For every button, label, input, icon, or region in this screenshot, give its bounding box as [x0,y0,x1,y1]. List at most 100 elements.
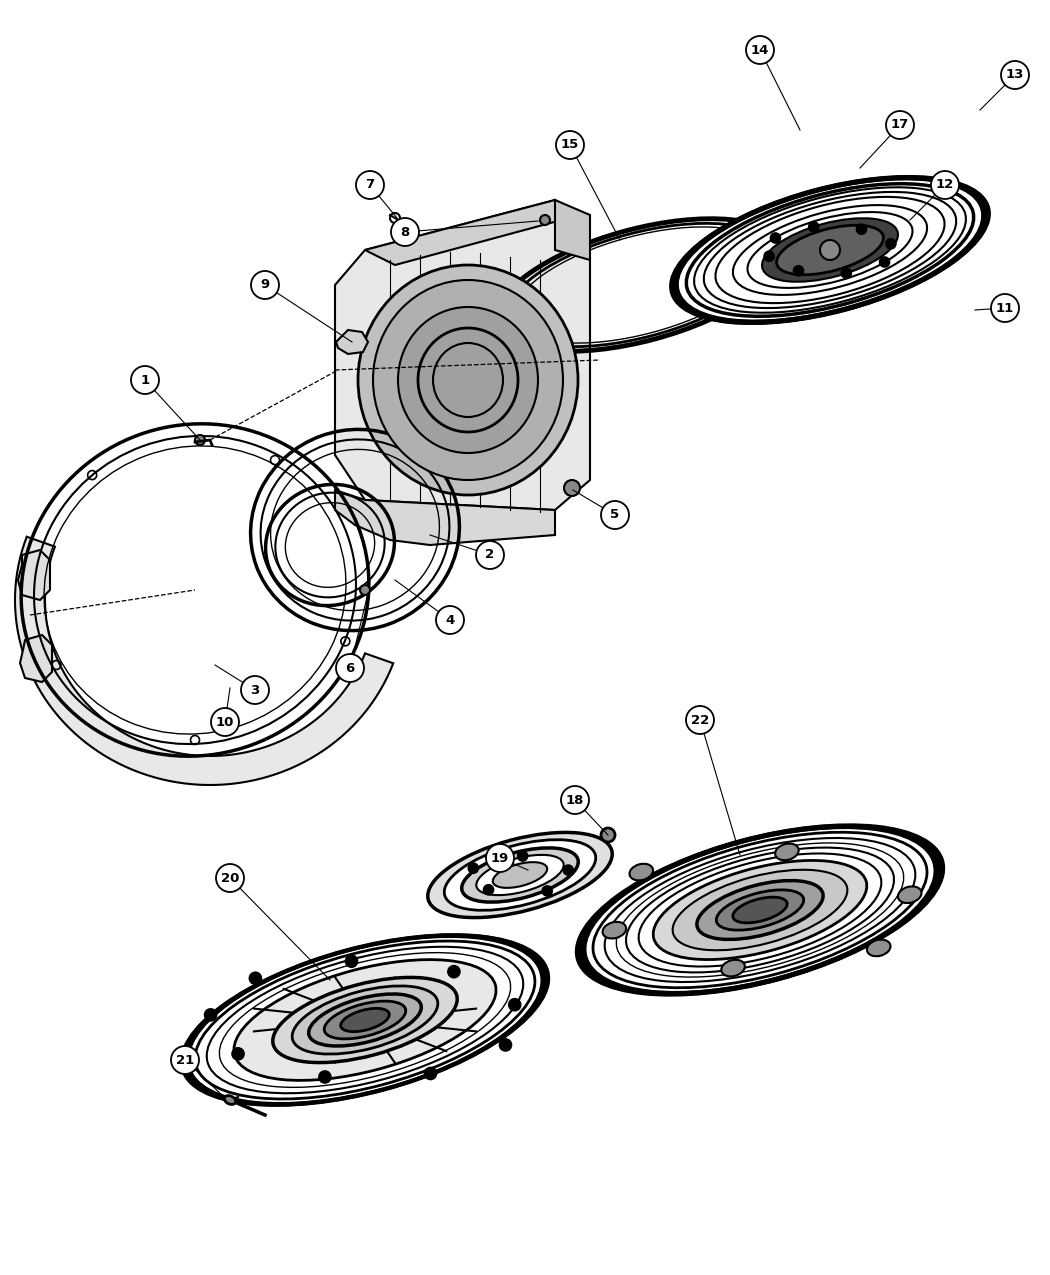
Circle shape [931,171,959,199]
Text: 5: 5 [610,509,620,521]
Circle shape [991,295,1018,323]
Text: 19: 19 [491,852,509,864]
Text: 15: 15 [561,139,580,152]
Circle shape [564,479,580,496]
Circle shape [508,998,521,1011]
Text: 9: 9 [260,278,270,292]
Text: 18: 18 [566,793,584,807]
Ellipse shape [697,881,823,940]
Circle shape [484,885,493,895]
Ellipse shape [398,307,538,453]
Ellipse shape [234,960,496,1080]
Circle shape [880,258,889,266]
Ellipse shape [867,940,890,956]
Text: 7: 7 [365,179,375,191]
Ellipse shape [292,986,438,1054]
Ellipse shape [373,280,563,479]
Ellipse shape [653,861,867,960]
Circle shape [486,844,514,872]
Circle shape [820,240,840,260]
Text: 2: 2 [485,548,495,561]
Ellipse shape [444,840,595,910]
Text: 8: 8 [400,226,410,238]
Circle shape [424,1067,437,1080]
Ellipse shape [181,935,549,1105]
Circle shape [250,973,261,984]
Ellipse shape [670,176,990,324]
Circle shape [500,1039,511,1051]
Ellipse shape [721,960,744,977]
Circle shape [794,265,803,275]
Ellipse shape [190,938,540,1102]
Circle shape [242,676,269,704]
Ellipse shape [762,218,898,282]
Polygon shape [20,635,52,682]
Text: 13: 13 [1006,69,1024,82]
Circle shape [319,1071,331,1082]
Circle shape [391,218,419,246]
Circle shape [518,850,527,861]
Circle shape [356,171,384,199]
Polygon shape [18,550,50,601]
Circle shape [556,131,584,159]
Ellipse shape [587,830,932,991]
Ellipse shape [716,890,803,931]
Circle shape [857,224,866,235]
Text: 4: 4 [445,613,455,626]
Ellipse shape [898,886,922,903]
Ellipse shape [777,226,883,275]
Polygon shape [365,200,580,265]
Circle shape [764,251,774,261]
Ellipse shape [309,994,421,1046]
Circle shape [131,366,159,394]
Ellipse shape [775,844,799,861]
Circle shape [360,585,370,595]
Circle shape [841,268,852,278]
Ellipse shape [492,862,547,887]
Ellipse shape [358,265,578,495]
Text: 17: 17 [890,119,909,131]
Circle shape [211,708,239,736]
Ellipse shape [225,1095,235,1104]
Circle shape [601,827,615,842]
Circle shape [476,541,504,569]
Text: 11: 11 [995,301,1014,315]
Circle shape [601,501,629,529]
Circle shape [436,606,464,634]
Ellipse shape [462,848,579,903]
Circle shape [195,435,205,445]
Ellipse shape [679,181,981,319]
Ellipse shape [630,863,653,881]
Circle shape [540,215,550,224]
Polygon shape [15,537,394,785]
Ellipse shape [427,833,612,918]
Ellipse shape [324,1001,405,1039]
Circle shape [1001,61,1029,89]
Ellipse shape [477,854,564,895]
Circle shape [448,965,460,978]
Circle shape [686,706,714,734]
Circle shape [345,955,357,968]
Ellipse shape [273,978,457,1062]
Text: 14: 14 [751,43,770,56]
Circle shape [886,111,914,139]
Ellipse shape [603,922,626,938]
Circle shape [336,654,364,682]
Polygon shape [335,200,590,510]
Circle shape [205,1009,216,1021]
Circle shape [542,886,552,896]
Polygon shape [555,200,590,260]
Text: 6: 6 [345,662,355,674]
Circle shape [251,272,279,300]
Text: 22: 22 [691,714,709,727]
Circle shape [561,785,589,813]
Circle shape [563,864,573,875]
Text: 10: 10 [216,715,234,728]
Text: 12: 12 [936,179,954,191]
Circle shape [886,238,896,249]
Ellipse shape [733,898,788,923]
Circle shape [468,863,479,873]
Circle shape [171,1046,200,1074]
Polygon shape [335,490,555,544]
Circle shape [232,1048,244,1060]
